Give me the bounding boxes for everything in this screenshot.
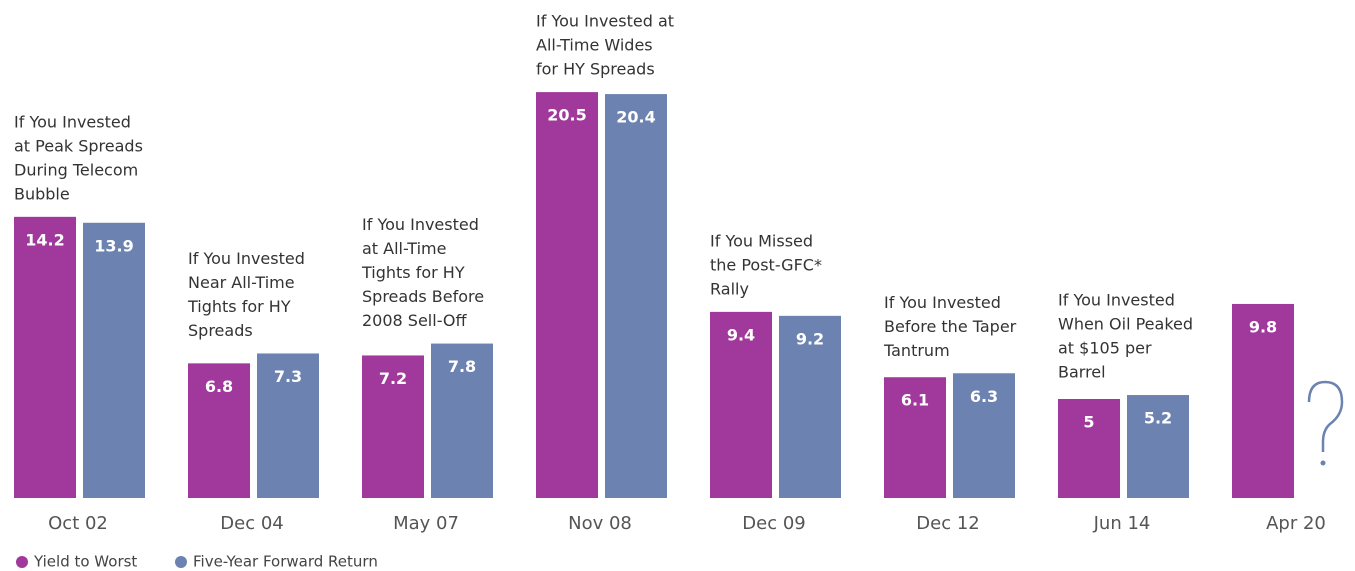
annotation: If You Invested: [362, 215, 479, 234]
annotation: Barrel: [1058, 363, 1106, 382]
annotation: at All-Time: [362, 239, 446, 258]
annotation: at Peak Spreads: [14, 136, 143, 155]
x-tick-label: Apr 20: [1266, 513, 1326, 534]
legend-marker: [175, 556, 187, 568]
value-label: 9.2: [796, 329, 824, 348]
annotation: If You Missed: [710, 231, 813, 250]
question-dot: [1320, 460, 1326, 466]
x-tick-label: Dec 09: [742, 513, 805, 534]
annotation: the Post-GFC*: [710, 255, 822, 274]
bar: [605, 94, 667, 498]
value-label: 14.2: [25, 230, 64, 249]
value-label: 6.3: [970, 387, 998, 406]
annotation: Bubble: [14, 184, 70, 203]
bar: [953, 373, 1015, 498]
annotation: If You Invested: [14, 112, 131, 131]
annotation: 2008 Sell-Off: [362, 311, 468, 330]
value-label: 6.8: [205, 377, 233, 396]
bar: [884, 377, 946, 498]
annotation: Spreads: [188, 321, 253, 340]
annotation: Before the Taper: [884, 317, 1017, 336]
annotation: Near All-Time: [188, 273, 295, 292]
value-label: 5.2: [1144, 409, 1172, 428]
x-tick-label: Dec 12: [916, 513, 979, 534]
bar: [362, 355, 424, 498]
annotation: Tights for HY: [361, 263, 465, 282]
annotation: If You Invested: [884, 293, 1001, 312]
annotation: When Oil Peaked: [1058, 315, 1193, 334]
question-mark: [1307, 380, 1344, 452]
bar: [188, 363, 250, 498]
legend-label: Yield to Worst: [33, 553, 137, 571]
annotation: for HY Spreads: [536, 60, 655, 79]
annotation: Tantrum: [883, 341, 950, 360]
x-tick-label: Oct 02: [48, 513, 108, 534]
value-label: 7.3: [274, 367, 302, 386]
x-tick-label: Jun 14: [1093, 513, 1151, 534]
annotation: Spreads Before: [362, 287, 484, 306]
value-label: 6.1: [901, 391, 929, 410]
bar: [1232, 303, 1294, 498]
x-tick-label: Dec 04: [220, 513, 283, 534]
legend-marker: [16, 556, 28, 568]
value-label: 7.2: [379, 369, 407, 388]
bar: [257, 353, 319, 498]
annotation: If You Invested at: [536, 12, 674, 31]
annotation: If You Invested: [188, 249, 305, 268]
x-tick-label: Nov 08: [568, 513, 632, 534]
annotation: All-Time Wides: [536, 36, 653, 55]
value-label: 9.4: [727, 325, 755, 344]
bar: [83, 222, 145, 498]
value-label: 20.4: [616, 108, 655, 127]
value-label: 5: [1083, 413, 1094, 432]
legend-label: Five-Year Forward Return: [193, 553, 378, 571]
annotation: If You Invested: [1058, 291, 1175, 310]
value-label: 9.8: [1249, 317, 1277, 336]
x-tick-label: May 07: [393, 513, 459, 534]
value-label: 13.9: [94, 236, 133, 255]
bar: [710, 311, 772, 498]
bar: [779, 315, 841, 498]
bar: [536, 92, 598, 498]
bar: [1127, 395, 1189, 498]
value-label: 7.8: [448, 357, 476, 376]
bar: [1058, 399, 1120, 498]
annotation: Tights for HY: [187, 297, 291, 316]
bar: [431, 343, 493, 498]
annotation: at $105 per: [1058, 339, 1152, 358]
annotation: Rally: [710, 279, 749, 298]
annotation: During Telecom: [14, 160, 138, 179]
bar: [14, 216, 76, 498]
value-label: 20.5: [547, 106, 586, 125]
